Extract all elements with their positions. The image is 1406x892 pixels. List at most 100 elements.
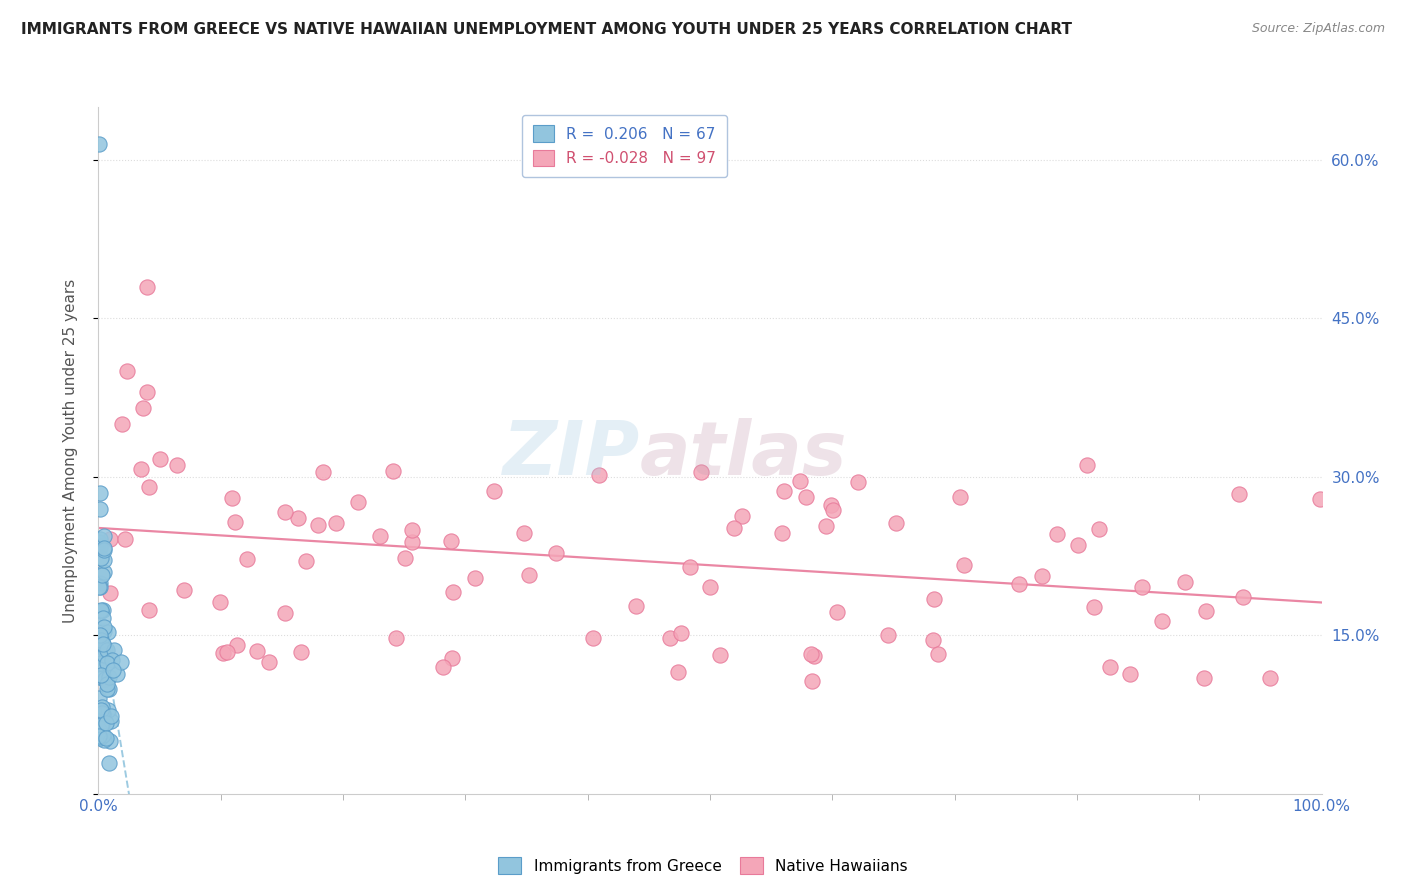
Point xyxy=(90,603,112,617)
Point xyxy=(89,731,111,745)
Point xyxy=(236,552,259,566)
Point xyxy=(93,542,115,557)
Point xyxy=(101,663,124,677)
Point xyxy=(1046,527,1069,541)
Point xyxy=(1152,614,1174,628)
Point xyxy=(274,607,297,621)
Point xyxy=(215,644,238,658)
Point xyxy=(97,703,120,717)
Point xyxy=(87,535,110,549)
Point xyxy=(690,465,713,479)
Point xyxy=(800,673,823,688)
Point xyxy=(773,483,796,498)
Point xyxy=(93,529,115,543)
Point xyxy=(91,603,114,617)
Point xyxy=(582,631,605,645)
Point xyxy=(482,484,505,499)
Point xyxy=(1174,574,1197,589)
Point xyxy=(93,732,115,747)
Point xyxy=(815,519,838,533)
Point xyxy=(89,136,111,151)
Point xyxy=(111,417,134,431)
Point xyxy=(100,714,122,728)
Point xyxy=(246,644,269,658)
Point xyxy=(1258,671,1281,685)
Point xyxy=(91,637,114,651)
Point xyxy=(117,364,139,378)
Y-axis label: Unemployment Among Youth under 25 years: Unemployment Among Youth under 25 years xyxy=(63,278,77,623)
Point xyxy=(103,643,125,657)
Point xyxy=(666,665,689,679)
Point xyxy=(96,681,118,696)
Point xyxy=(89,541,111,555)
Point xyxy=(91,611,114,625)
Point xyxy=(93,565,115,579)
Text: Source: ZipAtlas.com: Source: ZipAtlas.com xyxy=(1251,22,1385,36)
Point xyxy=(295,554,318,568)
Point xyxy=(90,639,112,653)
Point xyxy=(821,503,844,517)
Point xyxy=(136,385,159,400)
Point xyxy=(1195,604,1218,618)
Point xyxy=(96,731,118,745)
Point xyxy=(87,581,110,595)
Point xyxy=(290,645,312,659)
Point xyxy=(347,495,370,509)
Point xyxy=(96,656,118,670)
Point xyxy=(87,730,110,744)
Point xyxy=(257,656,280,670)
Point xyxy=(91,707,114,722)
Point xyxy=(922,633,945,648)
Point xyxy=(97,682,120,697)
Point xyxy=(93,624,115,638)
Point xyxy=(94,643,117,657)
Point xyxy=(803,648,825,663)
Point xyxy=(91,567,114,582)
Point xyxy=(90,550,112,565)
Point xyxy=(91,637,114,651)
Point xyxy=(1130,580,1153,594)
Point xyxy=(1227,487,1250,501)
Point xyxy=(93,620,115,634)
Point xyxy=(517,567,540,582)
Point xyxy=(131,401,153,416)
Point xyxy=(440,651,463,665)
Point xyxy=(136,279,159,293)
Text: ZIP: ZIP xyxy=(502,418,640,491)
Point xyxy=(138,603,160,617)
Point xyxy=(93,541,115,555)
Point xyxy=(89,501,111,516)
Point xyxy=(382,464,405,478)
Point xyxy=(846,475,869,489)
Point xyxy=(800,647,823,661)
Point xyxy=(401,534,423,549)
Point xyxy=(1098,660,1121,674)
Point xyxy=(827,606,849,620)
Point xyxy=(440,533,463,548)
Point xyxy=(789,474,811,488)
Point xyxy=(949,491,972,505)
Legend: Immigrants from Greece, Native Hawaiians: Immigrants from Greece, Native Hawaiians xyxy=(492,851,914,880)
Point xyxy=(131,462,153,476)
Point xyxy=(89,628,111,642)
Point xyxy=(624,599,647,613)
Point xyxy=(89,539,111,553)
Point xyxy=(89,651,111,665)
Point xyxy=(212,646,235,660)
Point xyxy=(89,532,111,546)
Point xyxy=(89,485,111,500)
Point xyxy=(723,521,745,535)
Point xyxy=(89,637,111,651)
Point xyxy=(90,657,112,672)
Legend: R =  0.206   N = 67, R = -0.028   N = 97: R = 0.206 N = 67, R = -0.028 N = 97 xyxy=(522,115,727,177)
Point xyxy=(101,653,124,667)
Point xyxy=(91,706,114,721)
Point xyxy=(432,660,454,674)
Point xyxy=(394,551,416,566)
Text: IMMIGRANTS FROM GREECE VS NATIVE HAWAIIAN UNEMPLOYMENT AMONG YOUTH UNDER 25 YEAR: IMMIGRANTS FROM GREECE VS NATIVE HAWAIIA… xyxy=(21,22,1073,37)
Point xyxy=(100,709,122,723)
Point xyxy=(877,628,900,642)
Point xyxy=(884,516,907,530)
Point xyxy=(953,558,976,573)
Text: atlas: atlas xyxy=(640,418,848,491)
